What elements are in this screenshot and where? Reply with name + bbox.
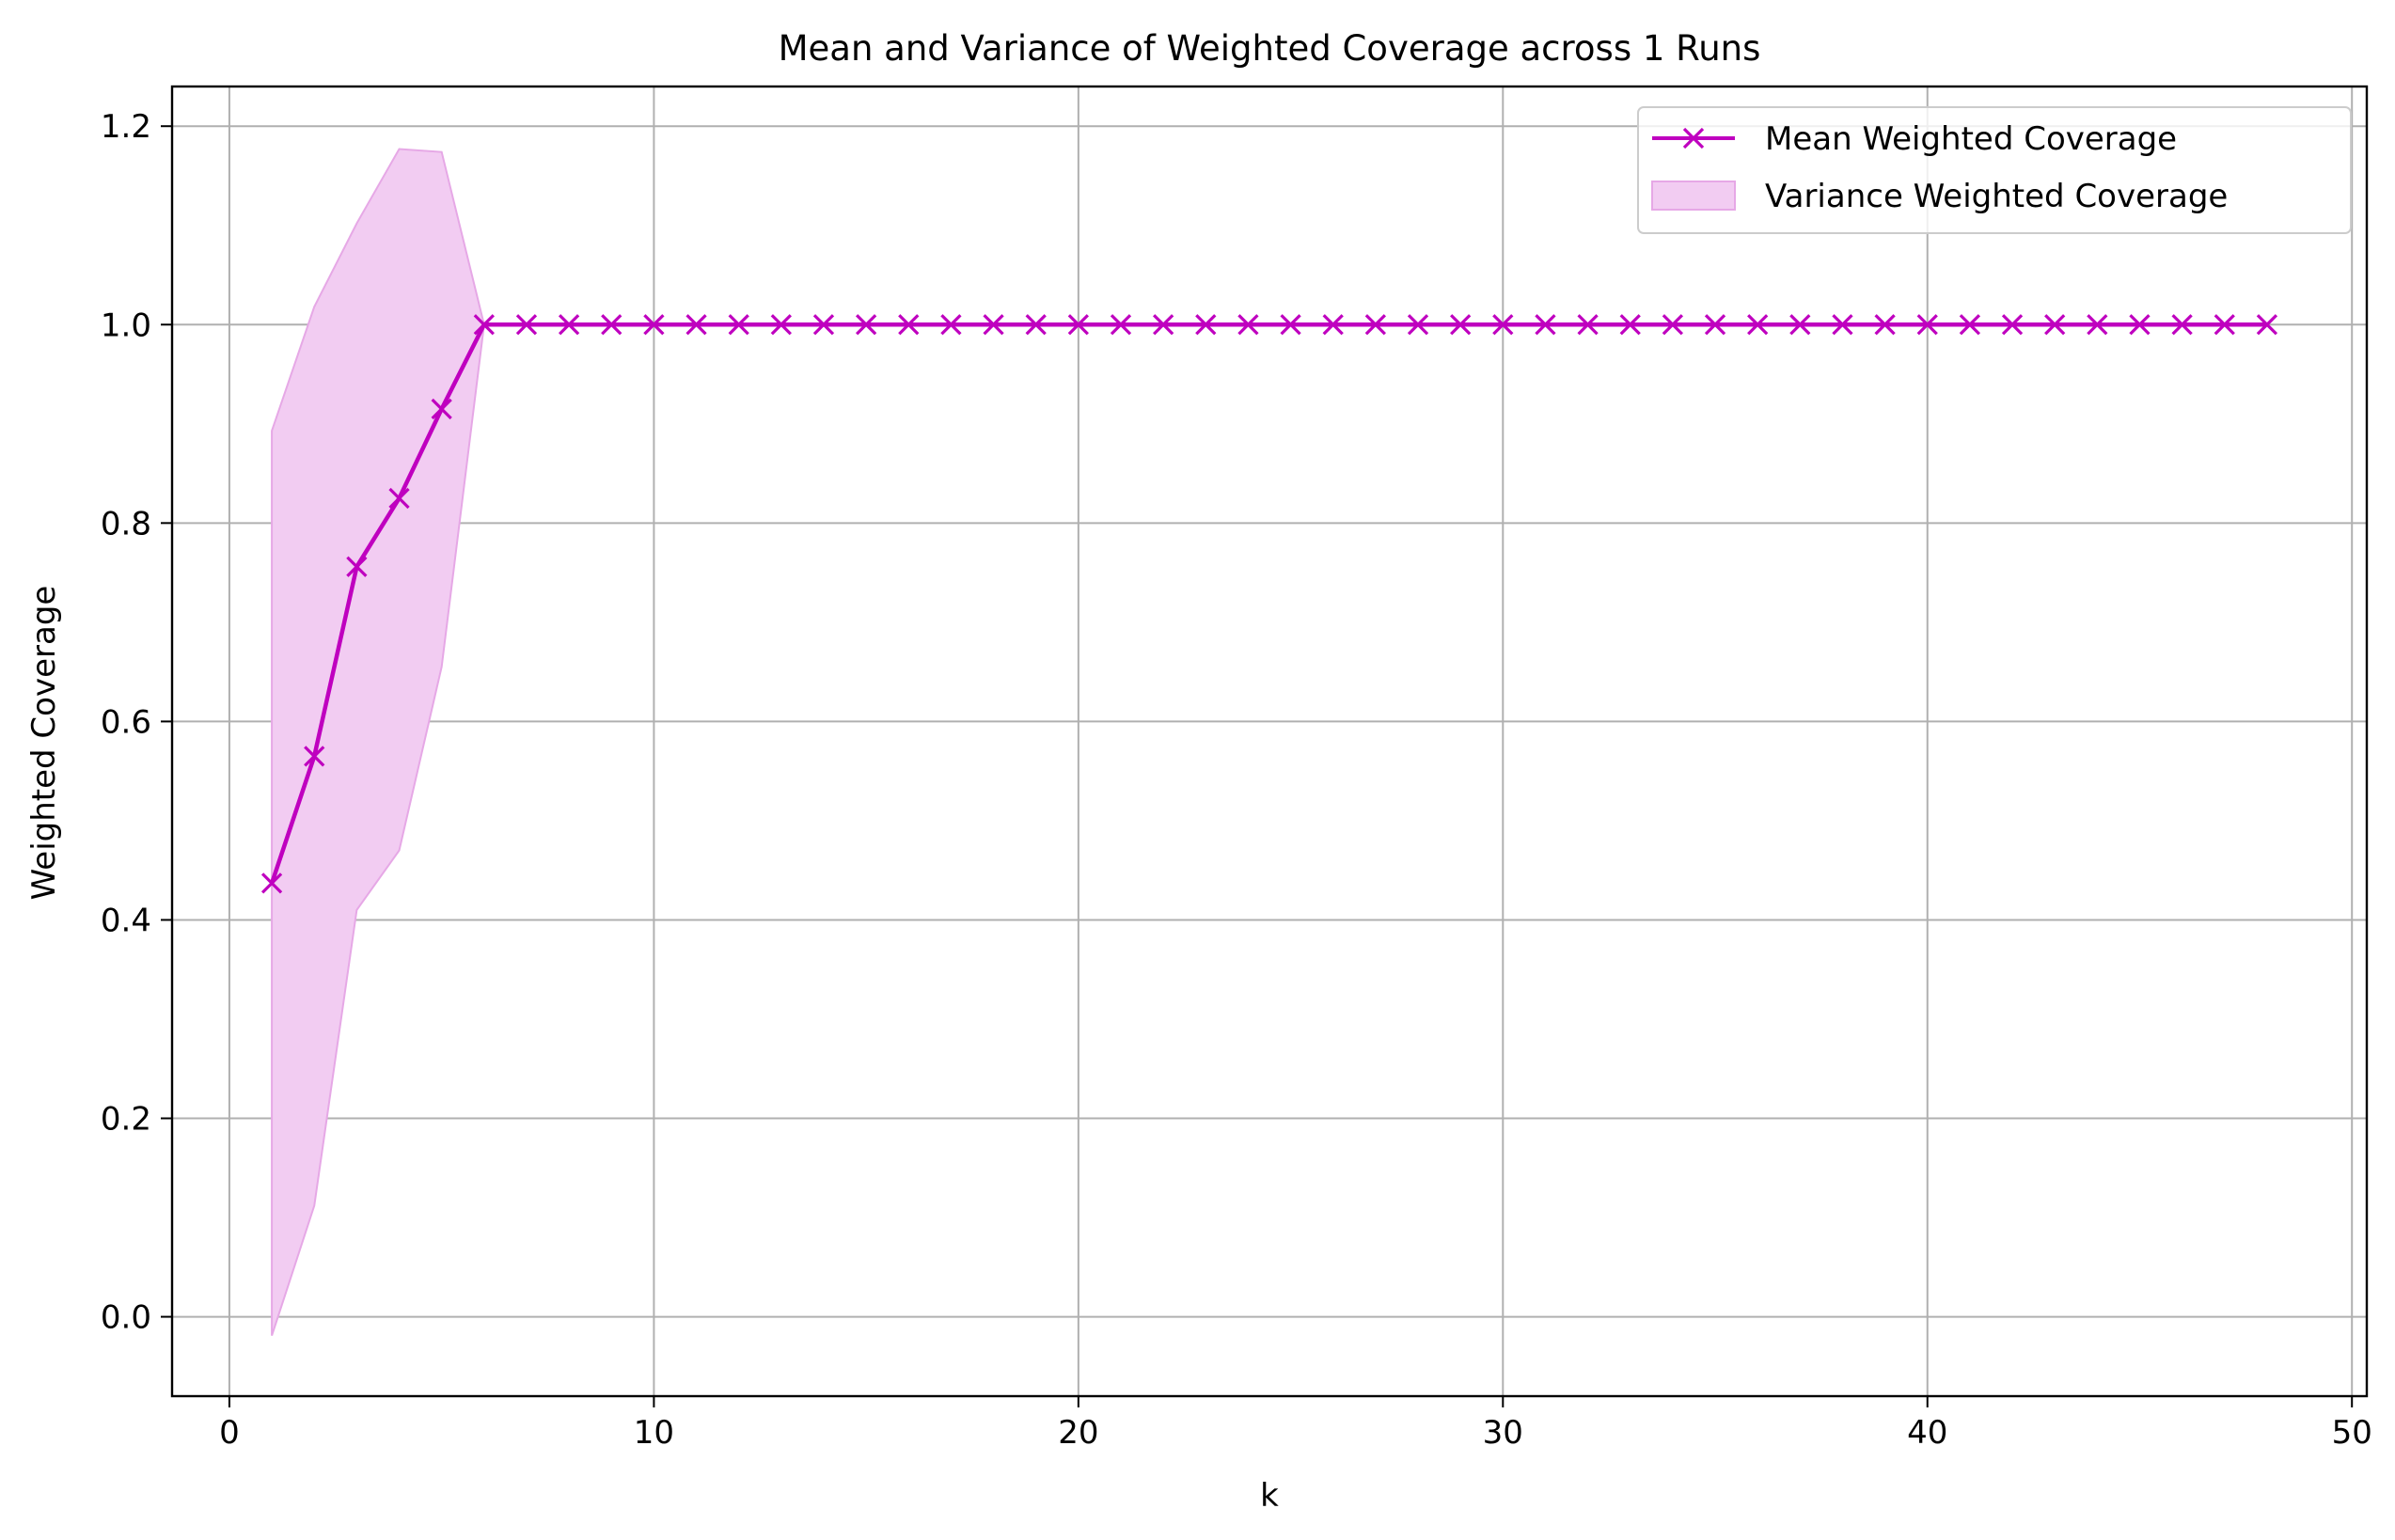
x-axis-label: k: [1260, 1477, 1279, 1515]
legend-variance-swatch: [1651, 181, 1736, 211]
mean-data-point: [2256, 314, 2278, 336]
mean-data-point: [1067, 314, 1089, 336]
mean-data-point: [1874, 314, 1896, 336]
mean-data-point: [473, 314, 495, 336]
mean-data-point: [983, 314, 1004, 336]
y-axis-label: Weighted Coverage: [25, 586, 63, 901]
y-tick-label: 1.0: [101, 306, 151, 344]
x-tick-label: 40: [1907, 1414, 1947, 1452]
plot-frame: [170, 85, 2369, 1398]
x-tick-label: 50: [2332, 1414, 2372, 1452]
x-axis-ticks: 0 10 20 30 40 50: [219, 1396, 2372, 1452]
y-tick-label: 1.2: [101, 108, 151, 146]
legend: Mean Weighted Coverage Variance Weighted…: [1637, 106, 2352, 234]
mean-data-point: [1832, 314, 1853, 336]
x-tick-label: 0: [219, 1414, 240, 1452]
mean-data-point: [1662, 314, 1684, 336]
mean-data-point: [2129, 314, 2151, 336]
mean-data-point: [1450, 314, 1472, 336]
mean-data-point: [1577, 314, 1599, 336]
mean-data-point: [1959, 314, 1981, 336]
y-tick-label: 0.4: [101, 902, 151, 939]
mean-data-point: [685, 314, 707, 336]
mean-data-point: [1153, 314, 1174, 336]
legend-box: [1637, 106, 2352, 234]
x-tick-label: 30: [1483, 1414, 1523, 1452]
mean-line: [269, 322, 2267, 885]
mean-data-point: [388, 487, 410, 510]
y-tick-label: 0.8: [101, 505, 151, 542]
mean-data-point: [1195, 314, 1217, 336]
mean-data-point: [1110, 314, 1132, 336]
legend-x-marker: [1682, 127, 1705, 149]
mean-data-point: [812, 314, 835, 336]
mean-data-point: [2087, 314, 2108, 336]
x-tick-label: 10: [634, 1414, 674, 1452]
mean-data-point: [1704, 314, 1726, 336]
x-tick-label: 20: [1058, 1414, 1098, 1452]
mean-data-point: [515, 314, 538, 336]
legend-label-mean: Mean Weighted Coverage: [1765, 120, 2177, 158]
mean-data-point: [1916, 314, 1938, 336]
mean-data-point: [1364, 314, 1386, 336]
legend-label-variance: Variance Weighted Coverage: [1765, 178, 2228, 215]
mean-data-point: [728, 314, 749, 336]
legend-x-marker-icon: [1682, 127, 1705, 149]
mean-data-point: [2044, 314, 2066, 336]
mean-data-point: [1407, 314, 1429, 336]
mean-data-point: [2214, 314, 2235, 336]
mean-data-point: [1747, 314, 1769, 336]
mean-data-point: [770, 314, 792, 336]
mean-data-point: [260, 872, 283, 894]
mean-data-point: [1619, 314, 1641, 336]
mean-data-point: [431, 398, 452, 420]
y-tick-label: 0.0: [101, 1299, 151, 1337]
mean-data-point: [643, 314, 665, 336]
mean-data-point: [346, 556, 368, 577]
y-tick-label: 0.2: [101, 1101, 151, 1139]
marker-layer: [260, 314, 2278, 894]
mean-data-point: [1025, 314, 1047, 336]
mean-data-point: [1237, 314, 1259, 336]
mean-line-layer: [269, 322, 2267, 885]
mean-data-point: [2171, 314, 2193, 336]
y-axis-ticks: 0.0 0.2 0.4 0.6 0.8 1.0 1.2: [101, 108, 172, 1337]
mean-data-point: [558, 314, 580, 336]
y-tick-label: 0.6: [101, 703, 151, 741]
mean-data-point: [601, 314, 622, 336]
mean-data-point: [855, 314, 877, 336]
mean-data-point: [1280, 314, 1301, 336]
mean-data-point: [1492, 314, 1514, 336]
chart-title: Mean and Variance of Weighted Coverage a…: [779, 28, 1761, 69]
mean-data-point: [1535, 314, 1556, 336]
mean-data-point: [2001, 314, 2024, 336]
mean-data-point: [898, 314, 920, 336]
mean-data-point: [940, 314, 962, 336]
mean-data-point: [1322, 314, 1344, 336]
grid-layer: [172, 86, 2367, 1396]
mean-data-point: [1789, 314, 1811, 336]
mean-data-point: [304, 746, 325, 767]
